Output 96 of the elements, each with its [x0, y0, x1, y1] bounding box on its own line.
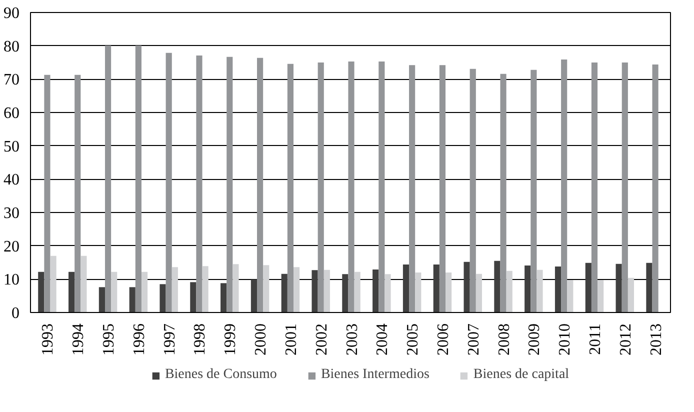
- legend-label: Bienes Intermedios: [320, 367, 430, 383]
- bar: [494, 260, 500, 312]
- bar: [652, 64, 658, 312]
- bar: [312, 270, 318, 312]
- bar: [561, 60, 568, 312]
- bar: [591, 62, 598, 312]
- bar: [433, 264, 440, 312]
- bar: [129, 287, 136, 312]
- bar: [74, 74, 81, 312]
- bar: [409, 65, 416, 312]
- bar: [263, 265, 270, 312]
- bar: [68, 272, 75, 312]
- y-tick-label: 40: [4, 172, 20, 189]
- legend-label: Bienes de Consumo: [164, 367, 277, 383]
- bar: [628, 278, 634, 312]
- bar: [439, 65, 446, 312]
- x-tick-label: 2005: [404, 324, 422, 356]
- bar: [80, 256, 87, 312]
- x-tick-label: 1997: [161, 324, 178, 356]
- bar: [530, 70, 537, 312]
- x-tick-label: 2009: [526, 324, 544, 356]
- bar: [506, 270, 512, 312]
- bar: [257, 58, 264, 312]
- x-tick-label: 1993: [40, 324, 57, 356]
- bar: [446, 272, 452, 312]
- bar: [226, 56, 233, 312]
- bar: [38, 272, 44, 312]
- bar: [318, 62, 324, 312]
- x-tick-label: 1998: [192, 324, 209, 356]
- x-tick-label: 1994: [70, 324, 88, 356]
- bar: [98, 287, 105, 312]
- x-tick-label: 1999: [222, 324, 240, 356]
- bar: [348, 62, 354, 312]
- bar: [324, 270, 330, 312]
- bar: [342, 274, 348, 312]
- y-tick-label: 20: [4, 238, 20, 256]
- bar: [44, 74, 50, 312]
- x-tick-label: 2002: [313, 324, 330, 356]
- bar: [172, 267, 178, 312]
- bar: [536, 270, 543, 312]
- bar: [354, 272, 360, 312]
- bar: [622, 62, 628, 312]
- bar: [372, 270, 379, 312]
- bar: [616, 264, 622, 312]
- bar: [111, 272, 118, 312]
- bar: [232, 264, 239, 312]
- bar: [402, 264, 410, 312]
- y-tick-label: 0: [12, 305, 20, 322]
- bar: [524, 266, 531, 312]
- bar: [567, 280, 574, 312]
- bar: [160, 284, 166, 312]
- bar: [378, 62, 385, 312]
- x-tick-label: 2012: [617, 324, 634, 356]
- bar: [135, 46, 142, 312]
- bar: [141, 272, 148, 312]
- bar: [104, 46, 112, 312]
- y-tick-label: 30: [4, 205, 20, 222]
- bar: [470, 68, 476, 312]
- bar: [415, 272, 422, 312]
- bar: [190, 282, 196, 312]
- bar: [464, 262, 470, 312]
- x-tick-label: 1996: [130, 324, 148, 356]
- x-tick-label: 2008: [496, 324, 513, 356]
- y-tick-label: 60: [4, 105, 20, 122]
- y-tick-label: 80: [4, 38, 20, 56]
- x-tick-label: 2003: [344, 324, 361, 356]
- x-tick-label: 2001: [282, 324, 300, 356]
- bar: [585, 262, 592, 312]
- x-tick-label: 1995: [100, 324, 118, 356]
- bar: [250, 280, 258, 312]
- bar: [166, 52, 172, 312]
- bar: [220, 283, 227, 312]
- x-tick-label: 2010: [556, 324, 574, 356]
- x-tick-label: 2006: [434, 324, 452, 356]
- y-tick-label: 70: [4, 72, 20, 89]
- bar: [202, 266, 208, 312]
- x-tick-label: 2004: [374, 324, 392, 356]
- bar: [500, 74, 506, 312]
- bar: [598, 280, 604, 312]
- bar: [646, 262, 652, 312]
- legend-label: Bienes de capital: [473, 367, 570, 383]
- y-tick-label: 50: [4, 138, 20, 156]
- bar: [196, 56, 202, 312]
- y-tick-label: 90: [4, 5, 20, 22]
- bar: [50, 256, 56, 312]
- bar: [476, 274, 482, 312]
- bar: [554, 266, 562, 312]
- y-tick-label: 10: [4, 272, 20, 289]
- x-tick-label: 2000: [252, 324, 270, 356]
- x-tick-label: 2013: [648, 324, 665, 356]
- x-tick-label: 2007: [465, 324, 482, 356]
- x-tick-label: 2011: [586, 324, 604, 355]
- bar: [287, 64, 294, 312]
- bar: [293, 267, 300, 312]
- bar: [281, 274, 288, 312]
- bar: [384, 274, 391, 312]
